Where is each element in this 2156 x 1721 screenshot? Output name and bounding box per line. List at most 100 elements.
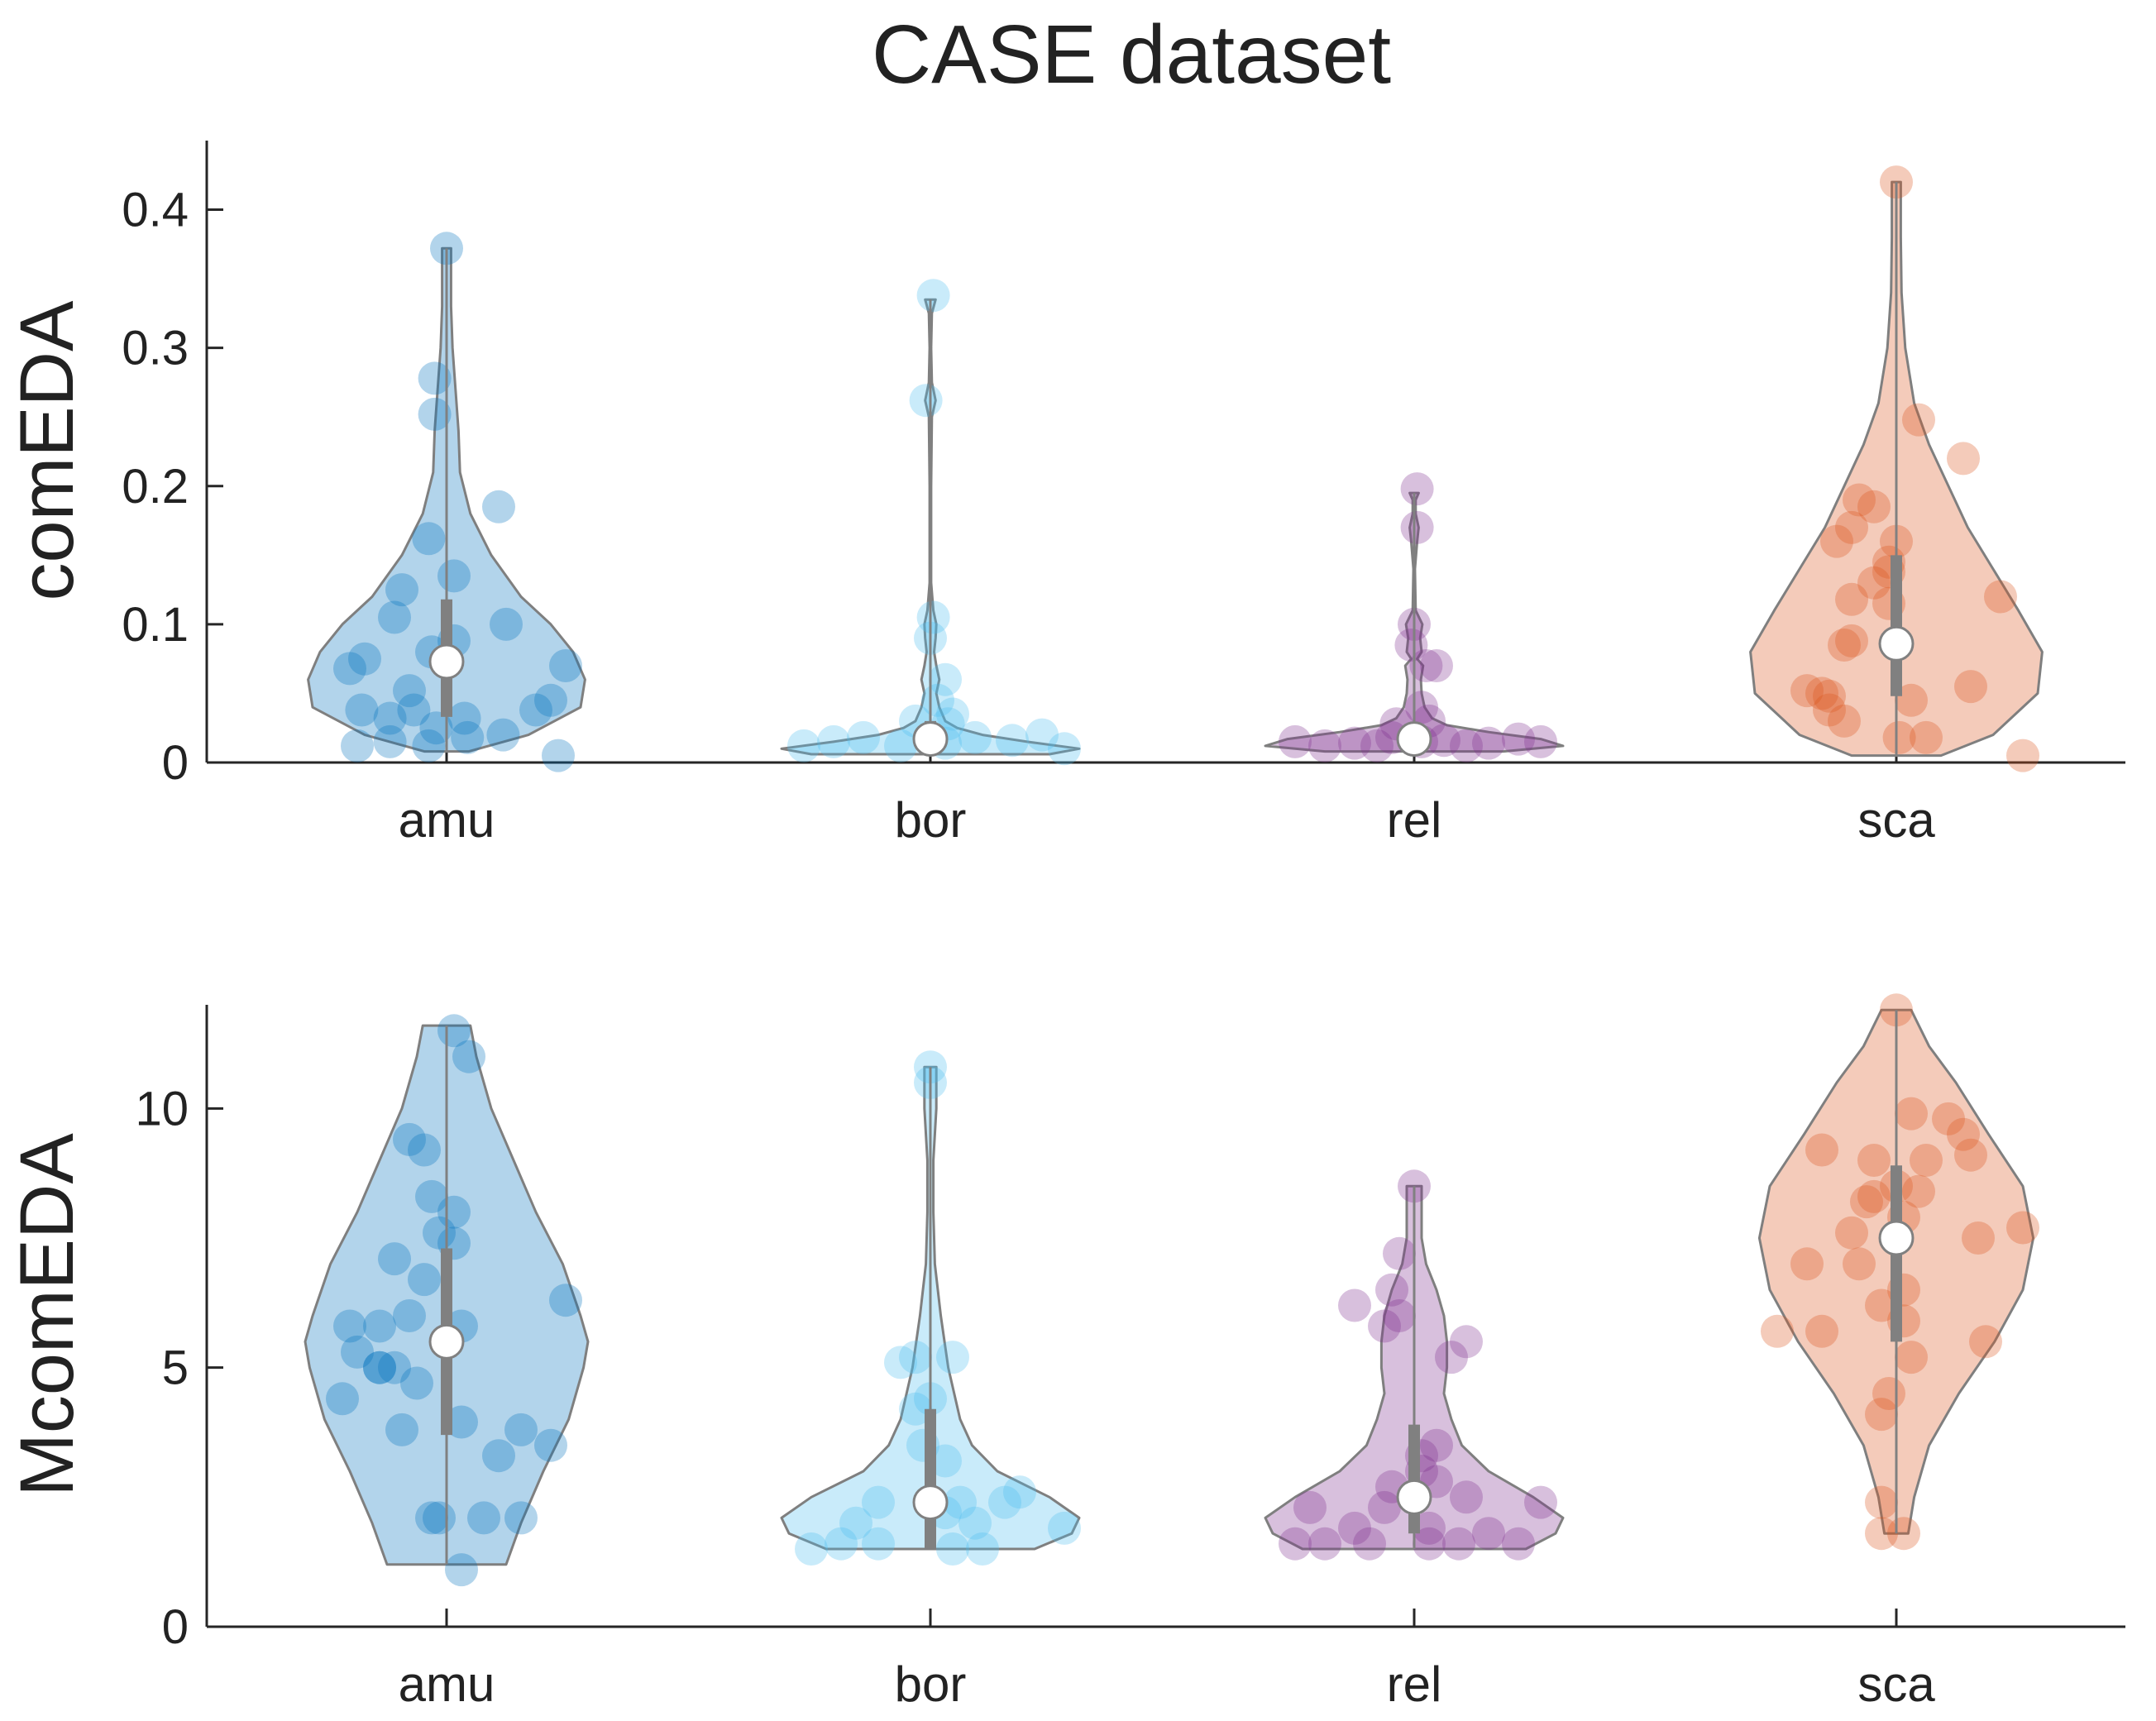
data-point-rel	[1383, 1236, 1416, 1270]
data-point-amu	[419, 711, 453, 745]
data-point-amu	[430, 232, 463, 265]
data-point-bor	[909, 384, 943, 418]
data-point-amu	[397, 693, 431, 727]
data-point-amu	[363, 1351, 396, 1384]
data-point-bor	[899, 1341, 932, 1374]
data-point-rel	[1383, 1299, 1416, 1332]
data-point-sca	[1813, 679, 1846, 713]
data-point-bor	[996, 724, 1029, 758]
violin-group-rel-comeda: rel	[1264, 472, 1565, 848]
data-point-amu	[363, 1309, 396, 1343]
data-point-bor	[936, 697, 969, 731]
data-point-amu	[333, 1309, 366, 1343]
data-point-amu	[348, 642, 381, 676]
x-tick-label-rel: rel	[1387, 792, 1442, 848]
data-point-bor	[884, 729, 917, 762]
violin-group-bor-comeda: bor	[780, 279, 1081, 848]
data-point-sca	[1790, 674, 1824, 708]
data-point-bor	[936, 1532, 969, 1566]
data-point-sca	[1805, 1314, 1838, 1348]
data-point-bor	[1048, 732, 1081, 766]
median-marker-sca	[1878, 625, 1915, 662]
data-point-bor	[817, 724, 850, 758]
y-tick-label: 0	[162, 1600, 189, 1654]
y-axis-label-mcomeda: McomEDA	[5, 1133, 89, 1497]
data-point-rel	[1394, 629, 1428, 662]
data-point-rel	[1450, 1480, 1483, 1514]
data-point-rel	[1427, 724, 1460, 758]
data-point-amu	[378, 1242, 411, 1276]
data-point-amu	[385, 1413, 418, 1446]
data-point-rel	[1413, 1511, 1446, 1545]
data-point-sca	[1895, 1341, 1928, 1374]
data-point-amu	[373, 724, 407, 758]
data-point-sca	[1880, 165, 1913, 199]
data-point-bor	[958, 720, 992, 754]
median-marker-sca	[1878, 1220, 1915, 1256]
median-marker-amu	[428, 643, 465, 680]
data-point-amu	[482, 1439, 515, 1473]
y-tick-label: 0.2	[122, 460, 189, 514]
data-point-sca	[1850, 1185, 1883, 1219]
x-tick-label-bor: bor	[895, 1656, 967, 1712]
data-point-rel	[1405, 691, 1438, 724]
data-point-rel	[1435, 1341, 1468, 1374]
data-point-sca	[2006, 1211, 2039, 1245]
x-tick-label-amu: amu	[399, 1656, 495, 1712]
data-point-rel	[1472, 1517, 1505, 1551]
data-point-sca	[1902, 1174, 1935, 1208]
data-point-amu	[437, 559, 471, 593]
data-point-amu	[486, 718, 520, 752]
median-marker-rel	[1396, 1479, 1432, 1515]
data-point-amu	[385, 573, 418, 607]
median-marker-amu	[428, 1323, 465, 1360]
data-point-amu	[393, 1122, 426, 1156]
data-point-amu	[451, 720, 485, 754]
data-point-amu	[534, 1428, 567, 1462]
data-point-sca	[1902, 403, 1935, 437]
data-point-rel	[1293, 1490, 1327, 1524]
x-tick-label-sca: sca	[1857, 1656, 1935, 1712]
data-point-sca	[1843, 483, 1876, 517]
median-marker-bor	[912, 721, 949, 758]
data-point-amu	[412, 522, 446, 556]
data-point-sca	[1954, 1138, 1987, 1172]
x-tick-label-amu: amu	[399, 792, 495, 848]
data-point-rel	[1409, 649, 1443, 682]
data-point-sca	[1947, 1117, 1980, 1151]
data-point-amu	[378, 600, 411, 634]
panel-comeda: comEDA 0 0.1 0.2 0.3 0.4 amu bor rel sca	[5, 141, 2125, 848]
data-point-sca	[1857, 1179, 1891, 1213]
data-point-amu	[415, 1179, 448, 1213]
data-point-sca	[1857, 1144, 1891, 1177]
data-point-bor	[966, 1532, 999, 1566]
data-point-sca	[1813, 693, 1846, 727]
data-point-sca	[1835, 624, 1868, 657]
data-point-rel	[1398, 1169, 1431, 1203]
data-point-rel	[1420, 1428, 1453, 1462]
data-point-sca	[1865, 1288, 1898, 1322]
data-point-bor	[958, 1506, 992, 1540]
data-point-sca	[1835, 1216, 1868, 1250]
data-point-sca	[1932, 1102, 1965, 1135]
data-point-amu	[549, 649, 582, 682]
data-point-sca	[1843, 1247, 1876, 1281]
data-point-bor	[1048, 1511, 1081, 1545]
data-point-rel	[1368, 1490, 1401, 1524]
data-point-rel	[1279, 1527, 1312, 1561]
data-point-sca	[1857, 490, 1891, 523]
data-point-rel	[1420, 649, 1453, 682]
data-point-rel	[1338, 1288, 1371, 1322]
data-point-amu	[549, 1284, 582, 1317]
data-point-bor	[944, 1485, 977, 1519]
data-point-sca	[1895, 683, 1928, 717]
data-point-bor	[862, 1485, 895, 1519]
data-point-bor	[795, 1532, 828, 1566]
data-point-amu	[363, 1351, 396, 1384]
data-point-bor	[929, 662, 962, 696]
data-point-sca	[1962, 1221, 1995, 1255]
data-point-sca	[1865, 1398, 1898, 1432]
data-point-amu	[400, 1366, 433, 1400]
data-point-sca	[1828, 629, 1861, 662]
